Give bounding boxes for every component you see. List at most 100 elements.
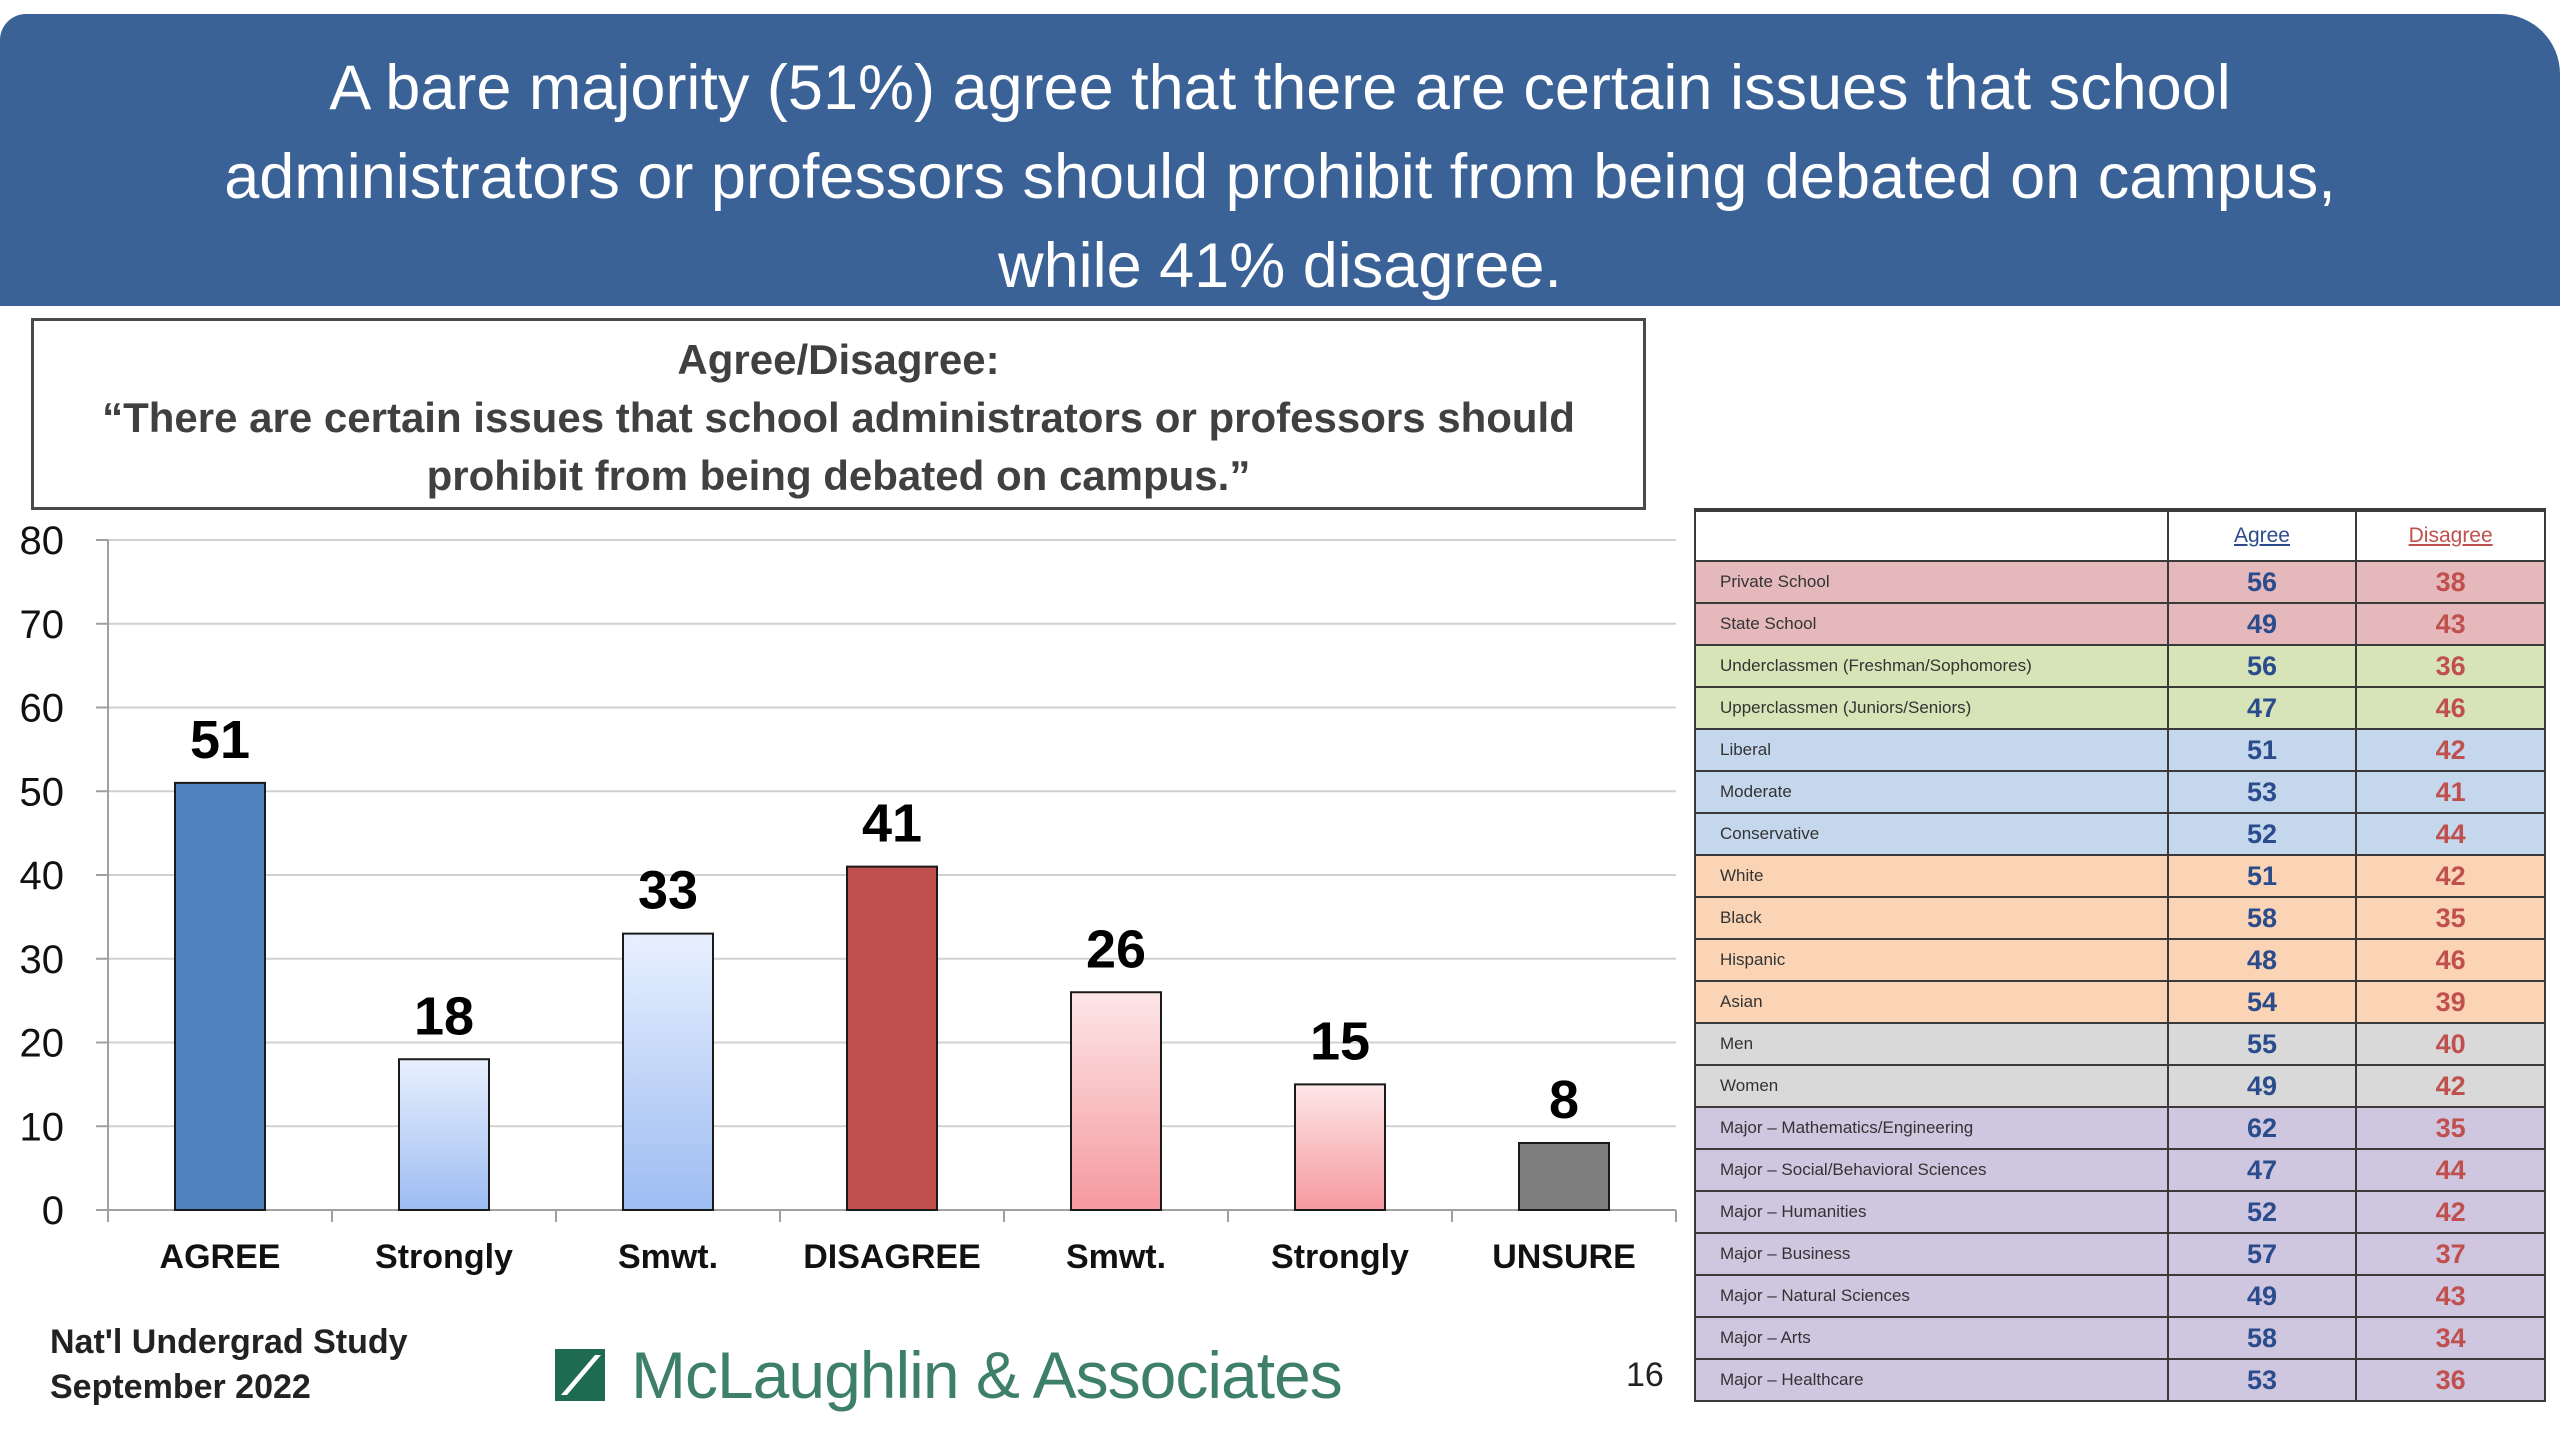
crosstab-disagree-value: 36: [2355, 1358, 2546, 1402]
crosstab-disagree-value: 41: [2355, 770, 2546, 814]
crosstab-table: Agree Disagree Private School 56 38 State S…: [1694, 508, 2546, 1402]
bar-disagree: [846, 865, 938, 1211]
crosstab-row: Major – Natural Sciences 49 43: [1694, 1274, 2546, 1318]
crosstab-row-label: Major – Arts: [1694, 1316, 2169, 1360]
crosstab-disagree-value: 42: [2355, 854, 2546, 898]
crosstab-agree-value: 62: [2166, 1106, 2358, 1150]
crosstab-disagree-value: 35: [2355, 896, 2546, 940]
crosstab-row: Men 55 40: [1694, 1022, 2546, 1066]
crosstab-disagree-value: 44: [2355, 1148, 2546, 1192]
x-category-label: DISAGREE: [803, 1238, 981, 1276]
bar-strongly: [1294, 1083, 1386, 1211]
crosstab-header-row: Agree Disagree: [1694, 508, 2546, 562]
crosstab-agree-value: 53: [2166, 770, 2358, 814]
crosstab-row: Major – Healthcare 53 36: [1694, 1358, 2546, 1402]
logo-mark-icon: [555, 1349, 605, 1401]
crosstab-disagree-value: 40: [2355, 1022, 2546, 1066]
x-category-label: Smwt.: [1066, 1238, 1166, 1276]
headline-line-2: administrators or professors should proh…: [224, 142, 2336, 212]
question-heading: Agree/Disagree:: [677, 336, 1000, 383]
y-tick-label: 20: [20, 1022, 65, 1066]
bar-value-label: 8: [1549, 1070, 1579, 1130]
crosstab-row-label: Asian: [1694, 980, 2169, 1024]
crosstab-row: Upperclassmen (Juniors/Seniors) 47 46: [1694, 686, 2546, 730]
question-text-line-2: prohibit from being debated on campus.”: [426, 452, 1251, 499]
crosstab-disagree-value: 43: [2355, 1274, 2546, 1318]
crosstab-agree-value: 47: [2166, 1148, 2358, 1192]
crosstab-row-label: Upperclassmen (Juniors/Seniors): [1694, 686, 2169, 730]
crosstab-disagree-value: 42: [2355, 1064, 2546, 1108]
crosstab-row: Hispanic 48 46: [1694, 938, 2546, 982]
crosstab-row-label: White: [1694, 854, 2169, 898]
y-tick-label: 80: [20, 519, 65, 563]
headline-line-1: A bare majority (51%) agree that there a…: [329, 53, 2231, 123]
y-tick-label: 60: [20, 687, 65, 731]
crosstab-agree-value: 58: [2166, 896, 2358, 940]
crosstab-row: Major – Business 57 37: [1694, 1232, 2546, 1276]
crosstab-row: White 51 42: [1694, 854, 2546, 898]
crosstab-row: Major – Mathematics/Engineering 62 35: [1694, 1106, 2546, 1150]
y-tick-label: 40: [20, 854, 65, 898]
bar-agree: [174, 781, 266, 1211]
bar-smwt: [622, 932, 714, 1211]
crosstab-row-label: Major – Natural Sciences: [1694, 1274, 2169, 1318]
crosstab-disagree-value: 42: [2355, 728, 2546, 772]
page-number: 16: [1626, 1356, 1664, 1394]
crosstab-agree-value: 51: [2166, 728, 2358, 772]
crosstab-agree-value: 56: [2166, 560, 2358, 604]
crosstab-agree-value: 49: [2166, 1274, 2358, 1318]
crosstab-row-label: Conservative: [1694, 812, 2169, 856]
crosstab-agree-value: 48: [2166, 938, 2358, 982]
y-tick-label: 30: [20, 938, 65, 982]
crosstab-row-label: Major – Healthcare: [1694, 1358, 2169, 1402]
title-banner: A bare majority (51%) agree that there a…: [0, 14, 2560, 306]
bar-chart: 0 10 20 30 40 50 60 70 80 51 AGREE 18 Strongly 33 Smw…: [20, 519, 1677, 1276]
crosstab-row-label: Hispanic: [1694, 938, 2169, 982]
labels-layer: 51 AGREE 18 Strongly 33 Smwt. 41 DISAGREE 26 Smwt…: [160, 710, 1636, 1276]
bar-strongly: [398, 1058, 490, 1211]
study-date: September 2022: [50, 1368, 311, 1406]
headline: A bare majority (51%) agree that there a…: [90, 44, 2470, 311]
x-category-label: Strongly: [375, 1238, 513, 1276]
crosstab-row: Major – Humanities 52 42: [1694, 1190, 2546, 1234]
question-text-line-1: “There are certain issues that school ad…: [102, 394, 1575, 441]
question-box: Agree/Disagree: “There are certain issue…: [31, 318, 1646, 510]
crosstab-disagree-value: 34: [2355, 1316, 2546, 1360]
crosstab-row: Black 58 35: [1694, 896, 2546, 940]
crosstab-disagree-value: 37: [2355, 1232, 2546, 1276]
crosstab-header-disagree: Disagree: [2355, 508, 2546, 562]
crosstab-row-label: Private School: [1694, 560, 2169, 604]
grid-layer: 0 10 20 30 40 50 60 70 80: [20, 519, 1677, 1233]
crosstab-agree-value: 52: [2166, 812, 2358, 856]
crosstab-disagree-value: 39: [2355, 980, 2546, 1024]
crosstab-agree-value: 55: [2166, 1022, 2358, 1066]
crosstab-agree-value: 58: [2166, 1316, 2358, 1360]
crosstab-disagree-value: 42: [2355, 1190, 2546, 1234]
crosstab-header-agree: Agree: [2166, 508, 2358, 562]
crosstab-row-label: Major – Business: [1694, 1232, 2169, 1276]
x-category-label: Smwt.: [618, 1238, 718, 1276]
bar-value-label: 15: [1310, 1011, 1370, 1071]
crosstab-agree-value: 47: [2166, 686, 2358, 730]
y-tick-label: 10: [20, 1105, 65, 1149]
x-category-label: UNSURE: [1492, 1238, 1636, 1276]
bar-unsure: [1518, 1142, 1610, 1211]
crosstab-row-label: Black: [1694, 896, 2169, 940]
crosstab-row-label: Women: [1694, 1064, 2169, 1108]
crosstab-disagree-value: 38: [2355, 560, 2546, 604]
crosstab-row: Major – Social/Behavioral Sciences 47 44: [1694, 1148, 2546, 1192]
crosstab-row-label: Underclassmen (Freshman/Sophomores): [1694, 644, 2169, 688]
headline-line-3: while 41% disagree.: [998, 231, 1562, 301]
crosstab-disagree-value: 44: [2355, 812, 2546, 856]
y-tick-label: 50: [20, 770, 65, 814]
bar-value-label: 18: [414, 986, 474, 1046]
crosstab-agree-value: 57: [2166, 1232, 2358, 1276]
bar-value-label: 51: [190, 710, 250, 770]
crosstab-agree-value: 56: [2166, 644, 2358, 688]
crosstab-agree-value: 49: [2166, 1064, 2358, 1108]
crosstab-row-label: Liberal: [1694, 728, 2169, 772]
crosstab-disagree-value: 46: [2355, 938, 2546, 982]
crosstab-row-label: Moderate: [1694, 770, 2169, 814]
study-name: Nat'l Undergrad Study: [50, 1323, 408, 1361]
crosstab-row: Conservative 52 44: [1694, 812, 2546, 856]
